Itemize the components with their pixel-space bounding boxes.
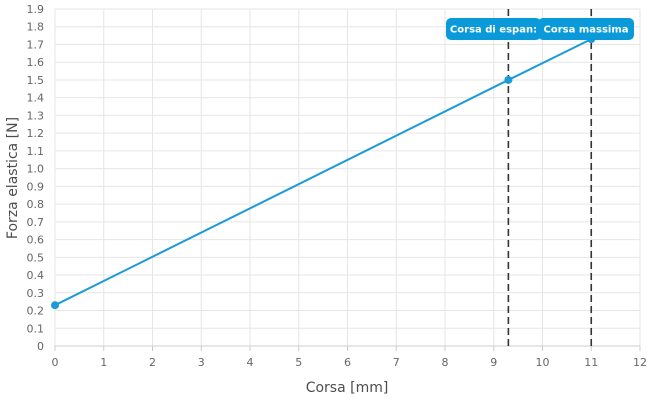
tooltip-box (538, 18, 634, 40)
x-tick-label: 5 (295, 356, 302, 369)
y-tick-label: 0.6 (27, 234, 45, 247)
x-tick-label: 0 (52, 356, 59, 369)
y-tick-label: 1.8 (27, 21, 45, 34)
y-tick-label: 1.9 (27, 3, 45, 16)
y-tick-label: 1.3 (27, 109, 45, 122)
data-point[interactable] (51, 301, 59, 310)
x-gridlines (54, 9, 641, 346)
x-tick-label: 12 (633, 356, 647, 369)
x-tick-label: 7 (393, 356, 400, 369)
x-tick-label: 8 (442, 356, 449, 369)
y-tick-label: 0.8 (27, 198, 45, 211)
y-axis-title: Forza elastica [N] (5, 117, 21, 239)
y-tick-label: 1.0 (27, 163, 45, 176)
series-layer (51, 35, 596, 310)
x-tick-label: 4 (247, 356, 254, 369)
reference-lines (507, 9, 593, 346)
y-tick-label: 1.1 (27, 145, 45, 158)
x-tick-label: 1 (100, 356, 107, 369)
y-tick-label: 0.1 (27, 322, 45, 335)
y-tick-label: 0.3 (27, 287, 45, 300)
tooltip-label: Corsa massima (544, 25, 629, 36)
x-tick-label: 11 (584, 356, 598, 369)
y-tick-label: 1.7 (27, 38, 45, 51)
x-tick-label: 9 (490, 356, 497, 369)
y-tick-label: 0.7 (27, 216, 45, 229)
y-tick-label: 1.2 (27, 127, 45, 140)
y-tick-label: 1.6 (27, 56, 45, 69)
y-tick-label: 0.2 (27, 305, 45, 318)
x-tick-label: 2 (149, 356, 156, 369)
y-tick-label: 0.9 (27, 180, 45, 193)
x-tick-label: 3 (198, 356, 205, 369)
y-tick-label: 1.4 (27, 92, 45, 105)
data-point[interactable] (504, 75, 513, 84)
x-tick-label: 6 (344, 356, 351, 369)
y-tick-label: 0 (37, 340, 44, 353)
y-tick-label: 0.5 (27, 251, 45, 264)
tooltip-label: Corsa di espan: (450, 25, 537, 36)
x-axis-title: Corsa [mm] (306, 380, 389, 396)
tooltip-layer: Corsa di espan: Corsa massima (446, 18, 634, 40)
y-tick-label: 1.5 (27, 74, 45, 87)
y-axis: 0 0.1 0.2 0.3 0.4 0.5 0.6 0.7 0.8 0.9 1.0 1.1 1.2 1.3… (27, 3, 45, 353)
x-tick-label: 10 (536, 356, 550, 369)
y-tick-label: 0.4 (27, 269, 45, 282)
tooltip-box (446, 18, 541, 40)
x-axis: 0 1 2 3 4 5 6 7 8 9 10 11 12 (52, 345, 647, 369)
